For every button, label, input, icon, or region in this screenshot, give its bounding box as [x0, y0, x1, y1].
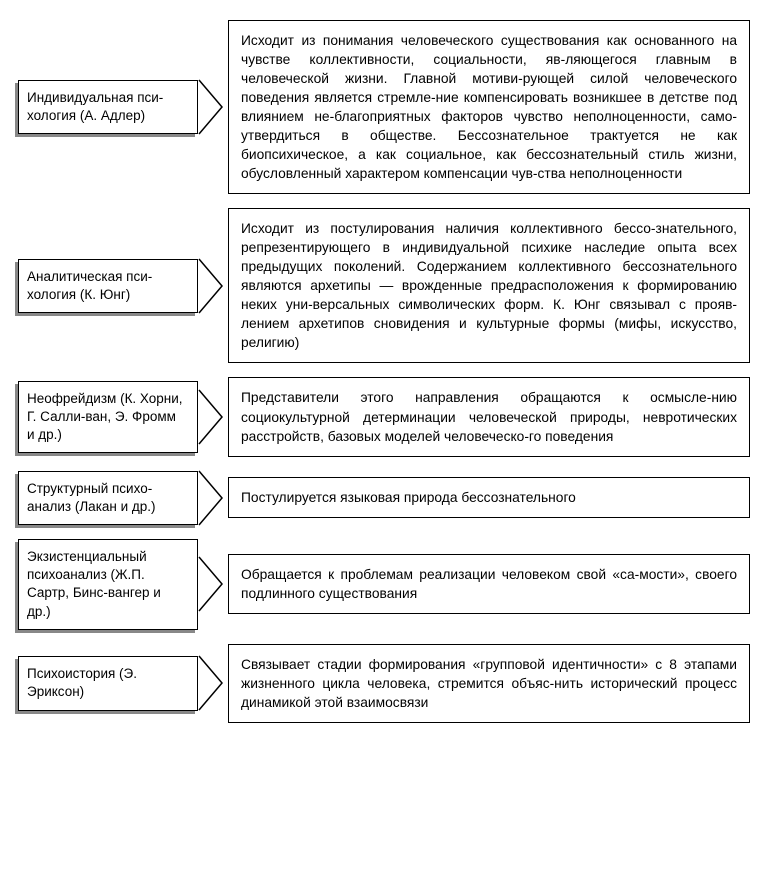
diagram-row: Неофрейдизм (К. Хорни, Г. Салли-ван, Э. … — [18, 377, 750, 456]
diagram-container: Индивидуальная пси-хология (А. Адлер) Исх… — [18, 20, 750, 723]
description-box: Представители этого направления обращают… — [228, 377, 750, 456]
diagram-row: Психоистория (Э. Эриксон) Связывает стади… — [18, 644, 750, 723]
label-box: Неофрейдизм (К. Хорни, Г. Салли-ван, Э. … — [18, 381, 198, 454]
label-text: Неофрейдизм (К. Хорни, Г. Салли-ван, Э. … — [18, 381, 198, 454]
label-text: Аналитическая пси-хология (К. Юнг) — [18, 259, 198, 313]
label-text: Экзистенциальный психоанализ (Ж.П. Сартр… — [18, 539, 198, 630]
description-box: Связывает стадии формирования «групповой… — [228, 644, 750, 723]
arrow-icon — [198, 655, 224, 711]
arrow-icon — [198, 470, 224, 526]
description-box: Исходит из понимания человеческого сущес… — [228, 20, 750, 194]
label-text: Индивидуальная пси-хология (А. Адлер) — [18, 80, 198, 134]
label-box: Аналитическая пси-хология (К. Юнг) — [18, 259, 198, 313]
description-box: Исходит из постулирования наличия коллек… — [228, 208, 750, 363]
description-box: Постулируется языковая природа бессознат… — [228, 477, 750, 518]
diagram-row: Аналитическая пси-хология (К. Юнг) Исходи… — [18, 208, 750, 363]
label-text: Психоистория (Э. Эриксон) — [18, 656, 198, 710]
label-text: Структурный психо-анализ (Лакан и др.) — [18, 471, 198, 525]
label-box: Структурный психо-анализ (Лакан и др.) — [18, 471, 198, 525]
arrow-icon — [198, 79, 224, 135]
diagram-row: Структурный психо-анализ (Лакан и др.) По… — [18, 471, 750, 525]
label-box: Психоистория (Э. Эриксон) — [18, 656, 198, 710]
label-box: Экзистенциальный психоанализ (Ж.П. Сартр… — [18, 539, 198, 630]
arrow-icon — [198, 258, 224, 314]
arrow-icon — [198, 556, 224, 612]
diagram-row: Индивидуальная пси-хология (А. Адлер) Исх… — [18, 20, 750, 194]
description-box: Обращается к проблемам реализации челове… — [228, 554, 750, 614]
arrow-icon — [198, 389, 224, 445]
label-box: Индивидуальная пси-хология (А. Адлер) — [18, 80, 198, 134]
diagram-row: Экзистенциальный психоанализ (Ж.П. Сартр… — [18, 539, 750, 630]
